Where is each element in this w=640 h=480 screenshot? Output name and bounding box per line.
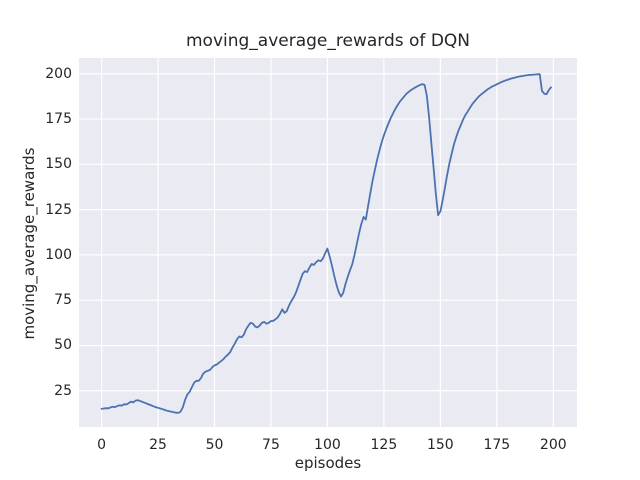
series-line-dqn-moving-average-rewards	[100, 73, 552, 414]
x-axis-label: episodes	[294, 454, 362, 472]
y-axis-label: moving_average_rewards	[20, 147, 38, 340]
chart-title: moving_average_rewards of DQN	[185, 31, 471, 51]
